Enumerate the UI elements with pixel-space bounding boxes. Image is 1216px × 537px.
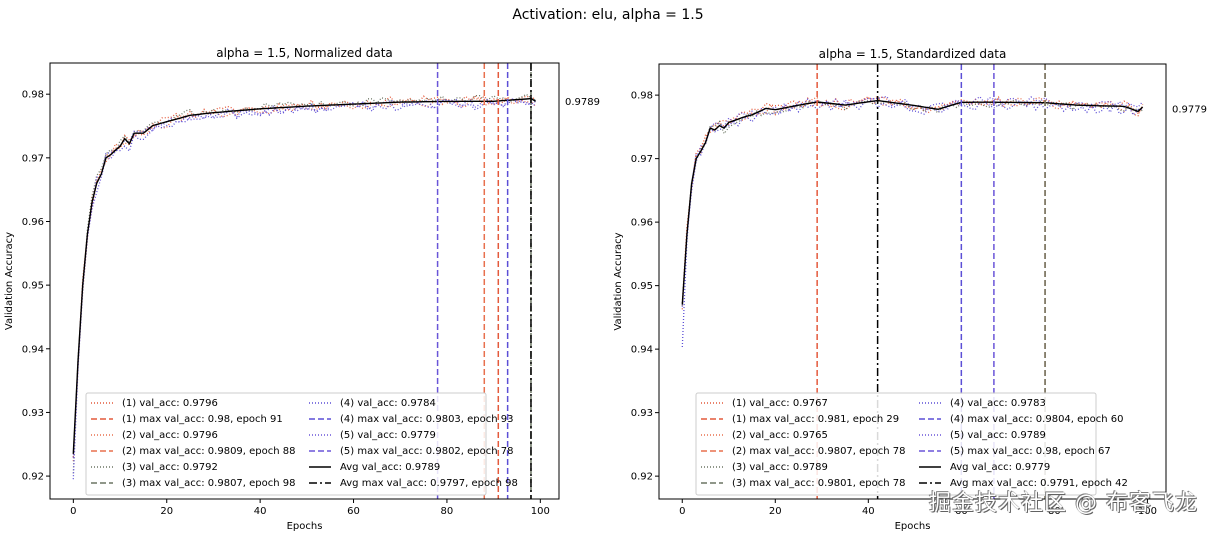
series-line-avg — [681, 99, 1144, 305]
legend-entry: (2) val_acc: 0.9765 — [732, 430, 828, 441]
series-line-4 — [681, 97, 1143, 348]
legend-entry: (4) val_acc: 0.9783 — [950, 398, 1046, 409]
x-tick-label: 100 — [531, 506, 550, 517]
y-tick-label: 0.94 — [22, 344, 44, 355]
subplot-standardized: alpha = 1.5, Standardized data 0 20 40 60 80 1… — [613, 47, 1207, 532]
y-axis-label: Validation Accuracy — [613, 232, 624, 330]
legend-entry: (3) max val_acc: 0.9801, epoch 78 — [732, 478, 906, 489]
x-tick-label: 20 — [769, 506, 782, 517]
y-tick-label: 0.95 — [22, 281, 44, 292]
legend-entry: (5) max val_acc: 0.98, epoch 67 — [950, 446, 1111, 457]
series-line-2 — [681, 95, 1144, 303]
legend-entry: Avg val_acc: 0.9779 — [950, 462, 1050, 473]
x-tick-label: 60 — [955, 506, 968, 517]
legend-entry: (4) max val_acc: 0.9803, epoch 93 — [340, 414, 514, 425]
x-tick-label: 40 — [254, 506, 267, 517]
axes-frame — [658, 63, 1167, 500]
y-tick-label: 0.92 — [22, 472, 44, 483]
y-tick-label: 0.93 — [631, 408, 653, 419]
legend-entry: (1) val_acc: 0.9767 — [732, 398, 828, 409]
legend-entry: Avg max val_acc: 0.9797, epoch 98 — [340, 478, 518, 489]
legend-entry: (5) max val_acc: 0.9802, epoch 78 — [340, 446, 514, 457]
series-line-5 — [72, 98, 536, 458]
legend-box — [85, 392, 487, 496]
legend: (1) val_acc: 0.9767 (1) max val_acc: 0.98… — [695, 392, 1128, 496]
series-line-3 — [681, 99, 1143, 307]
legend-entry: Avg max val_acc: 0.9791, epoch 42 — [950, 478, 1128, 489]
legend-entry: (4) max val_acc: 0.9804, epoch 60 — [950, 414, 1124, 425]
final-avg-value-label: 0.9789 — [565, 97, 600, 108]
axes-frame — [49, 62, 560, 500]
legend-entry: (4) val_acc: 0.9784 — [340, 398, 436, 409]
legend-entry: (1) max val_acc: 0.981, epoch 29 — [732, 414, 899, 425]
legend-entry: (5) val_acc: 0.9779 — [340, 430, 436, 441]
y-tick-label: 0.97 — [22, 153, 44, 164]
figure-suptitle: Activation: elu, alpha = 1.5 — [512, 7, 703, 23]
y-tick-label: 0.96 — [631, 218, 653, 229]
y-tick-label: 0.94 — [631, 345, 653, 356]
x-axis-label: Epochs — [287, 521, 323, 532]
x-tick-label: 60 — [347, 506, 360, 517]
watermark: 掘金技术社区 @ 布客飞龙 — [929, 491, 1198, 516]
y-tick-label: 0.96 — [22, 217, 44, 228]
x-tick-label: 0 — [70, 506, 76, 517]
legend-entry: (1) max val_acc: 0.98, epoch 91 — [122, 414, 283, 425]
x-tick-label: 100 — [1138, 506, 1157, 517]
final-avg-value-label: 0.9779 — [1172, 104, 1207, 115]
legend-entry: (3) max val_acc: 0.9807, epoch 98 — [122, 478, 296, 489]
y-tick-label: 0.98 — [631, 91, 653, 102]
y-tick-label: 0.93 — [22, 408, 44, 419]
x-tick-label: 20 — [160, 506, 173, 517]
y-tick-label: 0.92 — [631, 472, 653, 483]
x-tick-label: 0 — [679, 506, 685, 517]
x-tick-label: 40 — [862, 506, 875, 517]
legend-entry: (2) val_acc: 0.9796 — [122, 430, 218, 441]
subplot-normalized: alpha = 1.5, Normalized data 0 20 40 60 80 100… — [4, 46, 600, 532]
y-axis-label: Validation Accuracy — [4, 232, 15, 330]
y-tick-label: 0.98 — [22, 90, 44, 101]
series-line-avg — [72, 97, 537, 454]
legend-box — [695, 392, 1097, 496]
subplot-title: alpha = 1.5, Standardized data — [819, 47, 1007, 61]
subplot-title: alpha = 1.5, Normalized data — [216, 46, 393, 60]
series-line-3 — [72, 93, 536, 474]
x-axis-label: Epochs — [895, 521, 931, 532]
y-tick-label: 0.95 — [631, 281, 653, 292]
legend-entry: (2) max val_acc: 0.9809, epoch 88 — [122, 446, 296, 457]
x-tick-label: 80 — [441, 506, 454, 517]
series-line-5 — [681, 95, 1144, 307]
series-line-4 — [72, 97, 537, 480]
x-tick-label: 80 — [1048, 506, 1061, 517]
legend-entry: (2) max val_acc: 0.9807, epoch 78 — [732, 446, 906, 457]
legend: (1) val_acc: 0.9796 (1) max val_acc: 0.98… — [85, 392, 518, 496]
y-tick-label: 0.97 — [631, 154, 653, 165]
legend-entry: Avg val_acc: 0.9789 — [340, 462, 440, 473]
legend-entry: (3) val_acc: 0.9789 — [732, 462, 828, 473]
series-line-1 — [681, 95, 1144, 310]
legend-entry: (5) val_acc: 0.9789 — [950, 430, 1046, 441]
legend-entry: (1) val_acc: 0.9796 — [122, 398, 218, 409]
legend-entry: (3) val_acc: 0.9792 — [122, 462, 218, 473]
